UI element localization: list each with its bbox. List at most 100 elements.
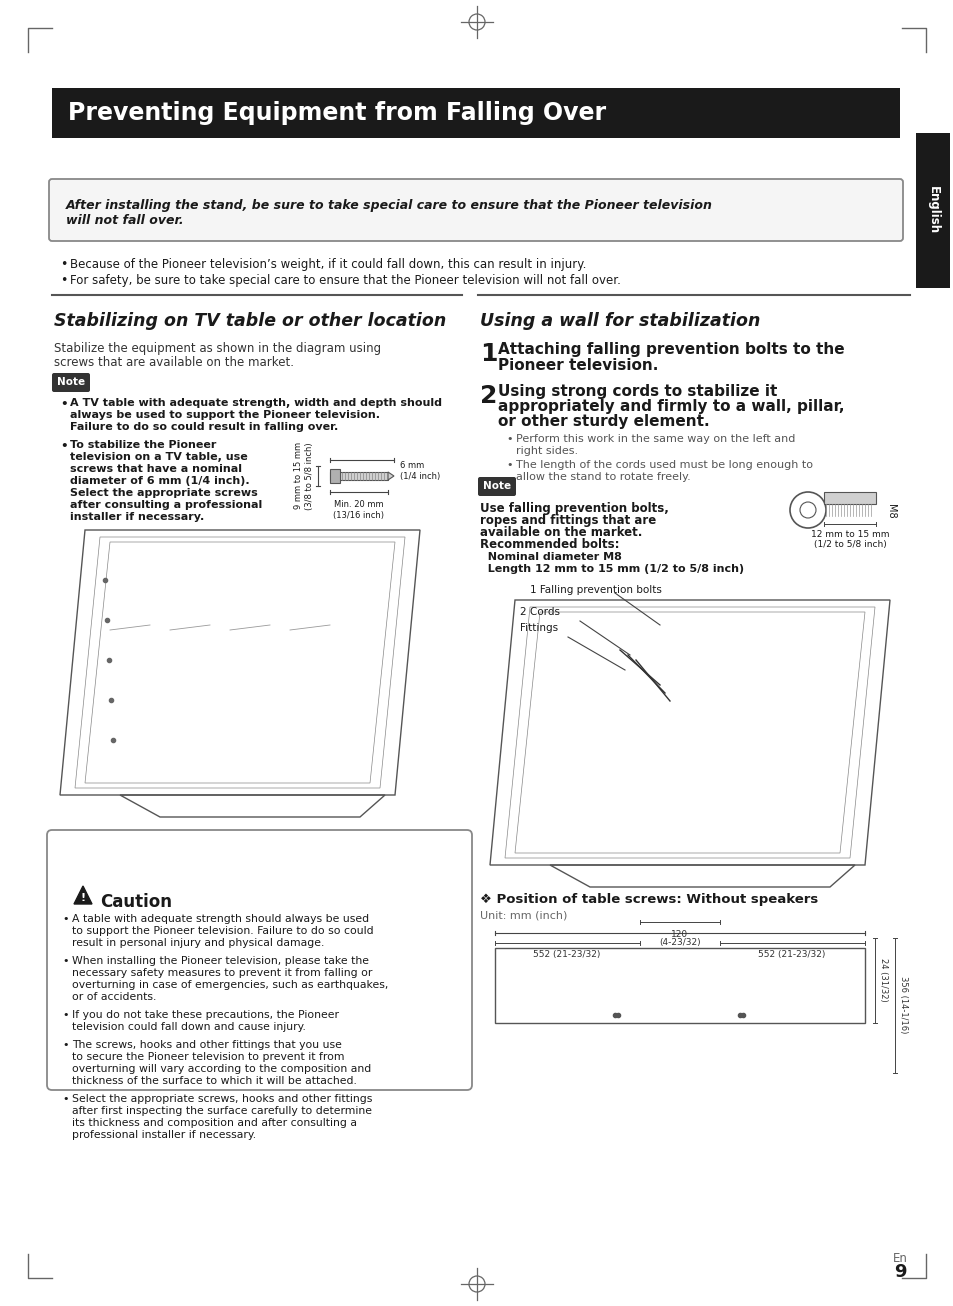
Text: Fittings: Fittings xyxy=(519,623,558,633)
Text: after consulting a professional: after consulting a professional xyxy=(70,500,262,511)
Text: Length 12 mm to 15 mm (1/2 to 5/8 inch): Length 12 mm to 15 mm (1/2 to 5/8 inch) xyxy=(479,564,743,575)
Text: 2: 2 xyxy=(479,384,497,407)
Text: 1 Falling prevention bolts: 1 Falling prevention bolts xyxy=(530,585,661,596)
Text: Because of the Pioneer television’s weight, if it could fall down, this can resu: Because of the Pioneer television’s weig… xyxy=(70,259,586,272)
Bar xyxy=(823,492,875,504)
Text: •: • xyxy=(60,274,68,287)
Text: Pioneer television.: Pioneer television. xyxy=(497,358,658,374)
Text: or other sturdy element.: or other sturdy element. xyxy=(497,414,709,428)
Polygon shape xyxy=(74,885,91,904)
Text: •: • xyxy=(62,1040,69,1050)
Text: Use falling prevention bolts,: Use falling prevention bolts, xyxy=(479,502,668,515)
Text: will not fall over.: will not fall over. xyxy=(66,213,183,226)
Text: Recommended bolts:: Recommended bolts: xyxy=(479,538,618,551)
Text: •: • xyxy=(62,914,69,925)
Text: 120: 120 xyxy=(671,930,688,939)
Bar xyxy=(330,471,388,481)
Text: result in personal injury and physical damage.: result in personal injury and physical d… xyxy=(71,938,324,948)
Text: Unit: mm (inch): Unit: mm (inch) xyxy=(479,910,567,919)
FancyBboxPatch shape xyxy=(477,477,516,496)
Text: to support the Pioneer television. Failure to do so could: to support the Pioneer television. Failu… xyxy=(71,926,374,936)
Text: •: • xyxy=(505,434,512,444)
Text: Select the appropriate screws, hooks and other fittings: Select the appropriate screws, hooks and… xyxy=(71,1094,372,1104)
Text: screws that are available on the market.: screws that are available on the market. xyxy=(54,357,294,370)
Text: The length of the cords used must be long enough to: The length of the cords used must be lon… xyxy=(516,460,812,470)
Text: overturning in case of emergencies, such as earthquakes,: overturning in case of emergencies, such… xyxy=(71,980,388,990)
Text: After installing the stand, be sure to take special care to ensure that the Pion: After installing the stand, be sure to t… xyxy=(66,199,712,212)
Text: installer if necessary.: installer if necessary. xyxy=(70,512,204,522)
Text: A TV table with adequate strength, width and depth should: A TV table with adequate strength, width… xyxy=(70,398,441,407)
Text: allow the stand to rotate freely.: allow the stand to rotate freely. xyxy=(516,471,690,482)
Text: •: • xyxy=(62,1010,69,1020)
Text: to secure the Pioneer television to prevent it from: to secure the Pioneer television to prev… xyxy=(71,1053,344,1062)
Text: Select the appropriate screws: Select the appropriate screws xyxy=(70,488,257,498)
Text: For safety, be sure to take special care to ensure that the Pioneer television w: For safety, be sure to take special care… xyxy=(70,274,620,287)
Text: En: En xyxy=(892,1251,906,1264)
Text: •: • xyxy=(505,460,512,470)
Text: •: • xyxy=(62,956,69,966)
Text: 6 mm
(1/4 inch): 6 mm (1/4 inch) xyxy=(399,461,439,481)
Polygon shape xyxy=(388,471,394,481)
Text: Note: Note xyxy=(482,481,511,491)
Text: The screws, hooks and other fittings that you use: The screws, hooks and other fittings tha… xyxy=(71,1040,341,1050)
Circle shape xyxy=(800,502,815,518)
FancyBboxPatch shape xyxy=(47,831,472,1091)
Text: !: ! xyxy=(80,893,86,902)
Text: overturning will vary according to the composition and: overturning will vary according to the c… xyxy=(71,1064,371,1074)
Text: diameter of 6 mm (1/4 inch).: diameter of 6 mm (1/4 inch). xyxy=(70,475,250,486)
Text: 552 (21-23/32): 552 (21-23/32) xyxy=(758,949,825,959)
Text: 2 Cords: 2 Cords xyxy=(519,607,559,616)
Text: Stabilizing on TV table or other location: Stabilizing on TV table or other locatio… xyxy=(54,312,446,330)
Text: Using strong cords to stabilize it: Using strong cords to stabilize it xyxy=(497,384,777,400)
Text: screws that have a nominal: screws that have a nominal xyxy=(70,464,242,474)
Text: professional installer if necessary.: professional installer if necessary. xyxy=(71,1130,255,1140)
Text: or of accidents.: or of accidents. xyxy=(71,993,156,1002)
Text: •: • xyxy=(60,398,68,411)
Text: Using a wall for stabilization: Using a wall for stabilization xyxy=(479,312,760,330)
Text: Stabilize the equipment as shown in the diagram using: Stabilize the equipment as shown in the … xyxy=(54,342,381,355)
Text: thickness of the surface to which it will be attached.: thickness of the surface to which it wil… xyxy=(71,1076,356,1087)
Text: after first inspecting the surface carefully to determine: after first inspecting the surface caref… xyxy=(71,1106,372,1117)
Text: 1: 1 xyxy=(479,342,497,366)
Bar xyxy=(52,88,899,138)
Text: M8: M8 xyxy=(885,504,895,518)
Text: •: • xyxy=(62,1094,69,1104)
Text: (4-23/32): (4-23/32) xyxy=(659,938,700,947)
Text: 12 mm to 15 mm: 12 mm to 15 mm xyxy=(810,530,888,539)
Text: appropriately and firmly to a wall, pillar,: appropriately and firmly to a wall, pill… xyxy=(497,400,843,414)
Text: 9: 9 xyxy=(893,1263,905,1281)
Text: ropes and fittings that are: ropes and fittings that are xyxy=(479,515,656,528)
Bar xyxy=(495,948,864,1023)
Text: Preventing Equipment from Falling Over: Preventing Equipment from Falling Over xyxy=(68,101,605,125)
Text: To stabilize the Pioneer: To stabilize the Pioneer xyxy=(70,440,216,451)
Text: right sides.: right sides. xyxy=(516,447,578,456)
Bar xyxy=(330,469,339,483)
Text: available on the market.: available on the market. xyxy=(479,526,641,539)
Text: If you do not take these precautions, the Pioneer: If you do not take these precautions, th… xyxy=(71,1010,338,1020)
Text: its thickness and composition and after consulting a: its thickness and composition and after … xyxy=(71,1118,356,1128)
Text: •: • xyxy=(60,440,68,453)
Text: 9 mm to 15 mm
(3/8 to 5/8 inch): 9 mm to 15 mm (3/8 to 5/8 inch) xyxy=(294,443,314,509)
Text: 552 (21-23/32): 552 (21-23/32) xyxy=(533,949,600,959)
Text: television on a TV table, use: television on a TV table, use xyxy=(70,452,248,462)
Text: English: English xyxy=(925,185,939,234)
Text: necessary safety measures to prevent it from falling or: necessary safety measures to prevent it … xyxy=(71,968,372,978)
Text: When installing the Pioneer television, please take the: When installing the Pioneer television, … xyxy=(71,956,369,966)
FancyBboxPatch shape xyxy=(49,179,902,242)
Text: Min. 20 mm
(13/16 inch): Min. 20 mm (13/16 inch) xyxy=(334,500,384,520)
Text: 356 (14-1/16): 356 (14-1/16) xyxy=(898,977,907,1033)
Text: always be used to support the Pioneer television.: always be used to support the Pioneer te… xyxy=(70,410,379,421)
Text: •: • xyxy=(60,259,68,272)
Text: ❖ Position of table screws: Without speakers: ❖ Position of table screws: Without spea… xyxy=(479,893,818,906)
Text: television could fall down and cause injury.: television could fall down and cause inj… xyxy=(71,1023,306,1032)
Text: Note: Note xyxy=(57,377,85,387)
Bar xyxy=(915,133,949,289)
Text: Nominal diameter M8: Nominal diameter M8 xyxy=(479,552,621,562)
Text: (1/2 to 5/8 inch): (1/2 to 5/8 inch) xyxy=(813,539,885,549)
FancyBboxPatch shape xyxy=(52,374,90,392)
Text: A table with adequate strength should always be used: A table with adequate strength should al… xyxy=(71,914,369,925)
Text: Perform this work in the same way on the left and: Perform this work in the same way on the… xyxy=(516,434,795,444)
Text: Failure to do so could result in falling over.: Failure to do so could result in falling… xyxy=(70,422,338,432)
Text: Caution: Caution xyxy=(100,893,172,912)
Text: 24 (31/32): 24 (31/32) xyxy=(878,959,887,1002)
